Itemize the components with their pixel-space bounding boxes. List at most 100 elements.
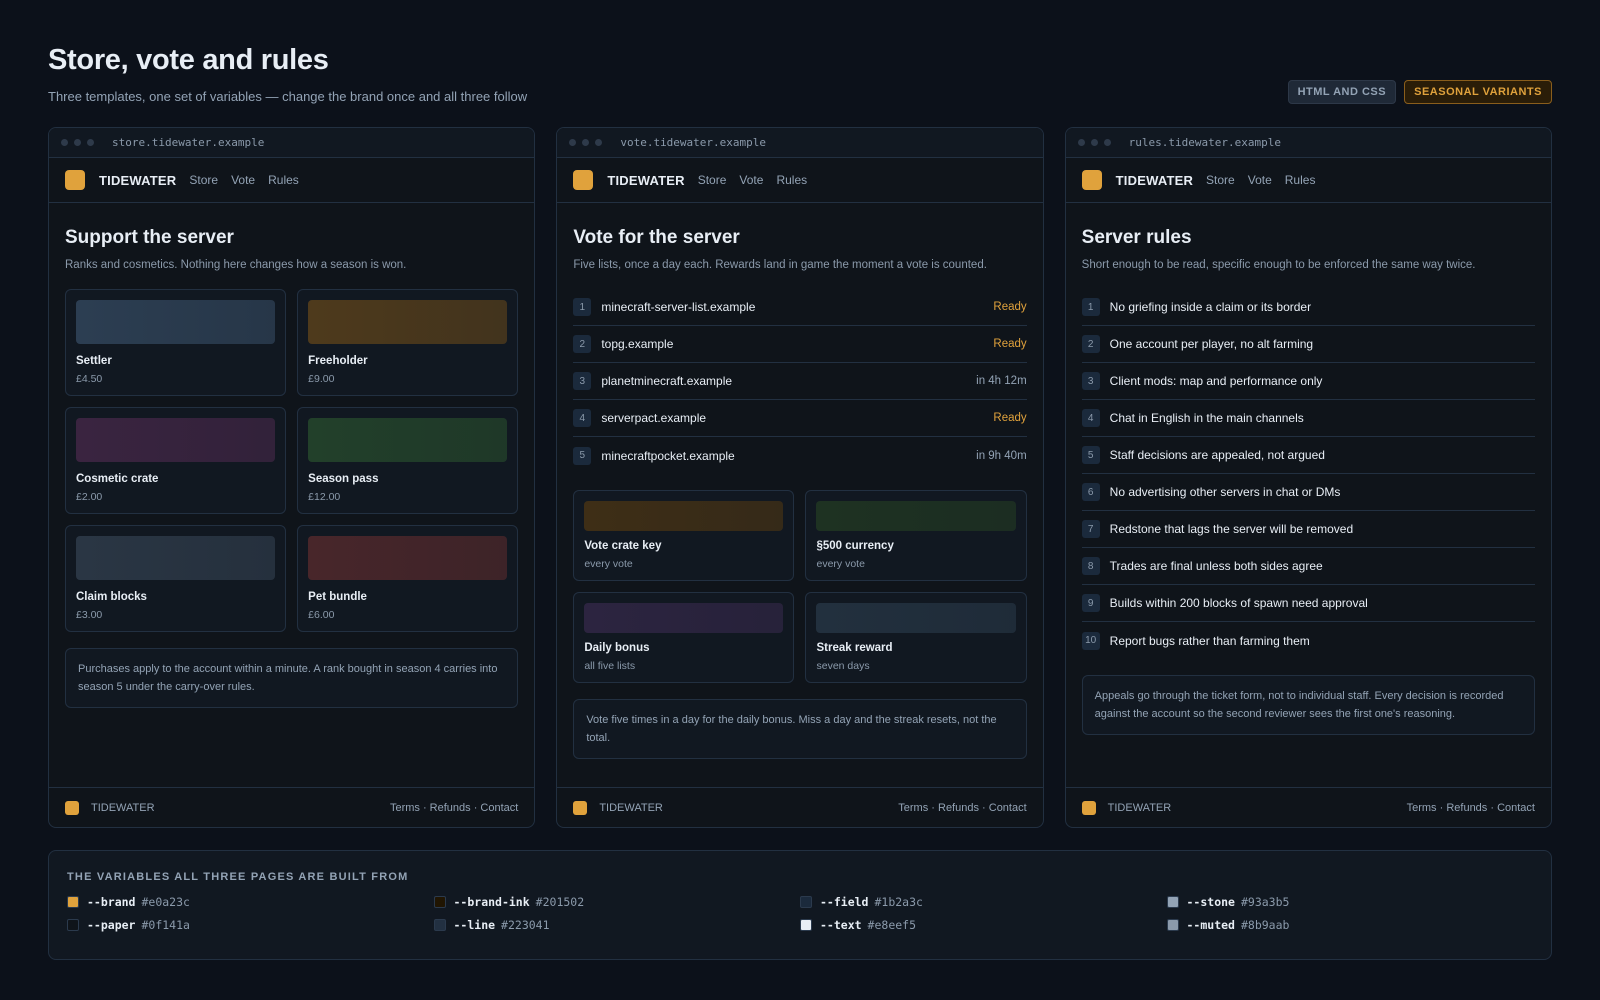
item-image xyxy=(76,536,276,580)
footer-links[interactable]: Terms · Refunds · Contact xyxy=(389,801,519,814)
rule-text: Client mods: map and performance only xyxy=(1109,374,1323,388)
variable-swatch xyxy=(67,896,79,908)
reward-image xyxy=(816,501,1016,531)
reward-name: §500 currency xyxy=(816,540,894,552)
brand-logo-icon[interactable] xyxy=(65,170,85,190)
site-footer: TIDEWATER Terms · Refunds · Contact xyxy=(557,787,1043,827)
item-name: Settler xyxy=(76,355,112,367)
variable-name: --text xyxy=(820,918,862,932)
brand-logo-icon[interactable] xyxy=(573,170,594,190)
variable-item: --brand #e0a23c xyxy=(67,895,434,909)
window-dot-icon xyxy=(1103,139,1111,146)
vote-site-name[interactable]: minecraftpocket.example xyxy=(601,448,735,463)
row-number: 1 xyxy=(573,298,592,316)
variable-hex: #e0a23c xyxy=(141,895,190,909)
reward-card[interactable]: §500 currency every vote xyxy=(805,490,1027,581)
nav-link-store[interactable]: Store xyxy=(189,173,219,187)
row-number: 1 xyxy=(1081,298,1100,316)
item-image xyxy=(76,418,276,462)
rule-text: No griefing inside a claim or its border xyxy=(1109,300,1312,314)
window-dot-icon xyxy=(1077,139,1085,146)
rule-text: Report bugs rather than farming them xyxy=(1109,633,1310,648)
vote-site-row[interactable]: 2 topg.example Ready xyxy=(573,326,1027,363)
store-item-card[interactable]: Pet bundle £6.00 xyxy=(297,525,519,632)
row-number: 3 xyxy=(573,372,592,390)
brand-name[interactable]: TIDEWATER xyxy=(1115,172,1194,188)
window-dot-icon xyxy=(74,139,81,146)
window-titlebar: rules.tidewater.example xyxy=(1065,128,1551,158)
item-price: £9.00 xyxy=(308,373,335,385)
page-header: Store, vote and rules Three templates, o… xyxy=(48,44,527,104)
nav-link-store[interactable]: Store xyxy=(1206,173,1235,187)
rule-text: One account per player, no alt farming xyxy=(1109,337,1314,351)
nav-link-vote[interactable]: Vote xyxy=(1247,173,1272,187)
window-titlebar: store.tidewater.example xyxy=(49,128,535,158)
store-item-card[interactable]: Cosmetic crate £2.00 xyxy=(65,407,287,514)
vote-body: Vote for the server Five lists, once a d… xyxy=(557,203,1042,787)
reward-name: Streak reward xyxy=(816,642,893,654)
vote-site-name[interactable]: planetminecraft.example xyxy=(601,374,733,388)
variable-item: --line #223041 xyxy=(433,918,801,932)
reward-card[interactable]: Streak reward seven days xyxy=(805,592,1027,683)
window-dot-icon xyxy=(569,139,577,146)
item-image xyxy=(76,300,276,344)
row-number: 7 xyxy=(1081,520,1100,538)
store-item-card[interactable]: Freeholder £9.00 xyxy=(297,289,519,396)
vote-reward-grid: Vote crate key every vote §500 currency … xyxy=(573,490,1027,683)
footer-brand: TIDEWATER xyxy=(1107,801,1172,814)
brand-name[interactable]: TIDEWATER xyxy=(607,172,685,188)
variable-swatch xyxy=(1166,896,1179,908)
variable-name: --brand xyxy=(87,895,136,909)
badge-html-css[interactable]: HTML AND CSS xyxy=(1287,80,1397,104)
store-item-card[interactable]: Claim blocks £3.00 xyxy=(65,525,287,632)
vote-site-name[interactable]: minecraft-server-list.example xyxy=(601,300,756,314)
row-number: 4 xyxy=(1081,409,1100,427)
window-dot-icon xyxy=(595,139,603,146)
vote-site-row[interactable]: 1 minecraft-server-list.example Ready xyxy=(573,289,1027,326)
store-item-card[interactable]: Settler £4.50 xyxy=(65,289,287,396)
vote-site-name[interactable]: topg.example xyxy=(601,337,674,351)
reward-card[interactable]: Vote crate key every vote xyxy=(573,490,795,581)
store-subtitle: Ranks and cosmetics. Nothing here change… xyxy=(65,259,407,271)
variable-name: --paper xyxy=(87,918,136,932)
variables-panel: THE VARIABLES ALL THREE PAGES ARE BUILT … xyxy=(48,850,1552,960)
variable-item: --field #1b2a3c xyxy=(800,895,1167,909)
nav-link-rules[interactable]: Rules xyxy=(776,173,808,187)
rule-row: 2 One account per player, no alt farming xyxy=(1081,326,1535,363)
variable-hex: #8b9aab xyxy=(1240,918,1290,932)
brand-name[interactable]: TIDEWATER xyxy=(99,172,177,188)
nav-link-vote[interactable]: Vote xyxy=(231,173,256,187)
vote-site-row[interactable]: 3 planetminecraft.example in 4h 12m xyxy=(573,363,1027,400)
vote-site-row[interactable]: 5 minecraftpocket.example in 9h 40m xyxy=(573,437,1027,474)
vote-site-name[interactable]: serverpact.example xyxy=(601,411,707,425)
window-dot-icon xyxy=(582,139,590,146)
window-dot-icon xyxy=(61,139,68,146)
vote-site-row[interactable]: 4 serverpact.example Ready xyxy=(573,400,1027,437)
footer-links[interactable]: Terms · Refunds · Contact xyxy=(1406,801,1535,814)
footer-links[interactable]: Terms · Refunds · Contact xyxy=(898,801,1027,814)
rule-text: No advertising other servers in chat or … xyxy=(1109,485,1341,499)
brand-logo-icon[interactable] xyxy=(1081,170,1102,190)
item-name: Claim blocks xyxy=(76,591,147,603)
address-url[interactable]: vote.tidewater.example xyxy=(620,136,767,149)
template-windows: store.tidewater.example TIDEWATER Store … xyxy=(48,127,1552,828)
address-url[interactable]: store.tidewater.example xyxy=(112,136,265,149)
vote-status: in 4h 12m xyxy=(976,375,1027,387)
variable-name: --brand-ink xyxy=(453,895,530,909)
item-image xyxy=(308,536,508,580)
nav-link-rules[interactable]: Rules xyxy=(1284,173,1316,187)
nav-link-vote[interactable]: Vote xyxy=(739,173,764,187)
reward-card[interactable]: Daily bonus all five lists xyxy=(573,592,795,683)
nav-link-rules[interactable]: Rules xyxy=(268,173,299,187)
store-item-card[interactable]: Season pass £12.00 xyxy=(297,407,519,514)
rule-row: 8 Trades are final unless both sides agr… xyxy=(1081,548,1535,585)
rule-text: Builds within 200 blocks of spawn need a… xyxy=(1109,596,1368,610)
variable-item: --muted #8b9aab xyxy=(1166,918,1534,932)
nav-link-store[interactable]: Store xyxy=(697,173,727,187)
vote-status: Ready xyxy=(993,338,1027,350)
badge-seasonal-variants[interactable]: SEASONAL VARIANTS xyxy=(1404,80,1552,104)
address-url[interactable]: rules.tidewater.example xyxy=(1128,136,1281,149)
variable-hex: #93a3b5 xyxy=(1240,895,1290,909)
row-number: 6 xyxy=(1081,483,1100,501)
window-dot-icon xyxy=(87,139,94,146)
